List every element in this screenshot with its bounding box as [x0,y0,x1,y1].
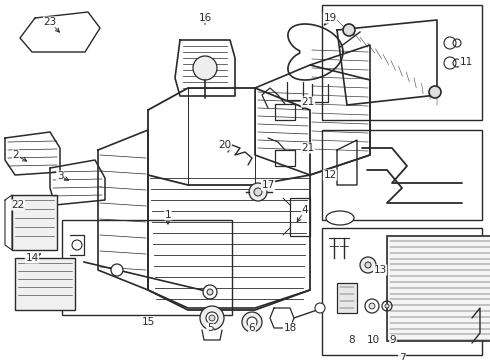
Bar [12,195,57,250]
Text: 21: 21 [301,97,315,107]
Text: 11: 11 [460,57,473,67]
Text: 2: 2 [13,150,19,160]
Circle shape [249,183,267,201]
Bar [387,236,490,341]
Text: 5: 5 [207,323,213,333]
Text: 14: 14 [25,253,39,263]
Circle shape [365,262,371,268]
Text: 15: 15 [142,317,155,327]
Text: 13: 13 [373,265,387,275]
Text: 19: 19 [323,13,337,23]
Text: 8: 8 [349,335,355,345]
Text: 20: 20 [219,140,232,150]
Ellipse shape [326,211,354,225]
Text: 10: 10 [367,335,380,345]
Circle shape [369,303,375,309]
Bar [322,130,482,220]
Circle shape [206,312,218,324]
Text: 21: 21 [301,143,315,153]
Circle shape [193,56,217,80]
Text: 9: 9 [390,335,396,345]
Bar [62,220,232,315]
Text: 16: 16 [198,13,212,23]
Text: 4: 4 [302,205,308,215]
Bar [322,5,482,120]
Bar [322,228,482,355]
Text: 7: 7 [399,353,405,360]
Text: 22: 22 [11,200,24,210]
Circle shape [207,289,213,295]
Text: 17: 17 [261,180,274,190]
Bar [337,283,357,313]
Circle shape [200,306,224,330]
Bar [290,198,310,236]
Circle shape [203,285,217,299]
Circle shape [385,304,389,308]
Text: 6: 6 [249,323,255,333]
Circle shape [254,188,262,196]
Circle shape [315,303,325,313]
Circle shape [247,317,257,327]
Text: 12: 12 [323,170,337,180]
Text: 18: 18 [283,323,296,333]
Circle shape [209,315,215,321]
Bar [15,258,75,310]
Text: 3: 3 [57,171,63,181]
Circle shape [111,264,123,276]
Circle shape [343,24,355,36]
Circle shape [360,257,376,273]
Circle shape [242,312,262,332]
Text: 1: 1 [165,210,172,220]
Circle shape [429,86,441,98]
Text: 23: 23 [44,17,57,27]
